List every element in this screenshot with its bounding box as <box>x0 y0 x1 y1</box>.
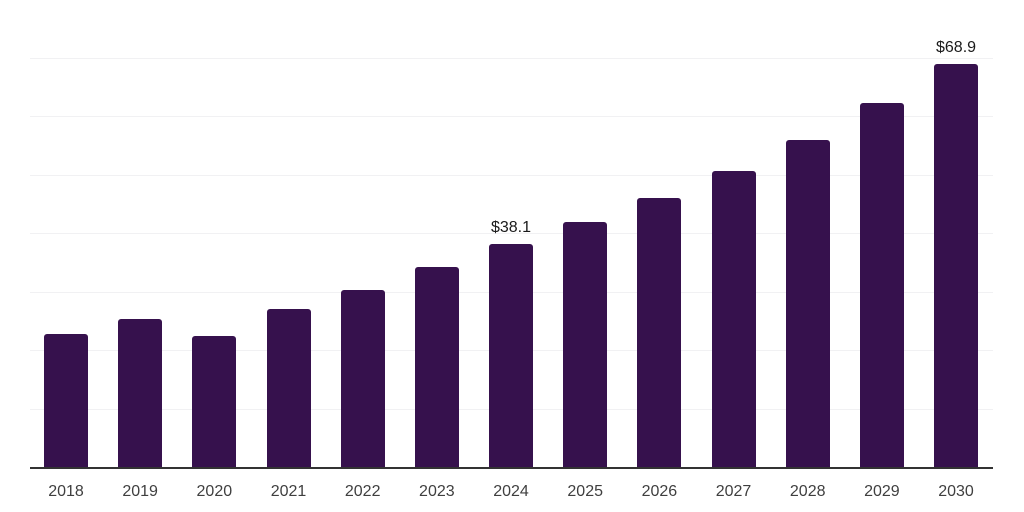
data-label-2030: $68.9 <box>936 38 977 56</box>
x-tick-2019: 2019 <box>122 483 158 500</box>
bar-2027 <box>711 171 756 467</box>
gridline-50 <box>30 174 993 176</box>
bar-2029 <box>859 103 904 467</box>
x-tick-2026: 2026 <box>641 483 678 500</box>
bar-2028 <box>785 140 830 467</box>
bar-2023 <box>414 266 459 467</box>
x-tick-2021: 2021 <box>270 483 307 500</box>
gridline-40 <box>30 233 993 234</box>
x-tick-2024: 2024 <box>493 483 529 500</box>
x-tick-2027: 2027 <box>715 483 752 500</box>
bar-2026 <box>637 197 682 467</box>
x-axis: 2018 2019 2020 2021 2022 2023 2024 2025 2026 2027… <box>30 483 993 507</box>
bar-2025 <box>563 221 608 467</box>
bar-2024 <box>489 244 534 467</box>
x-tick-2028: 2028 <box>789 483 826 500</box>
x-tick-2030: 2030 <box>938 483 974 500</box>
x-tick-2022: 2022 <box>344 483 381 500</box>
x-tick-2018: 2018 <box>48 483 84 500</box>
bar-2030 <box>934 63 979 467</box>
x-tick-2020: 2020 <box>196 483 233 500</box>
data-label-2024: $38.1 <box>490 219 532 237</box>
bar-2019 <box>118 319 163 467</box>
bar-2021 <box>266 309 311 467</box>
plot-area: $38.1 $68.9 <box>30 1 993 469</box>
gridline-60 <box>30 116 993 117</box>
gridline-70 <box>30 57 993 59</box>
x-tick-2029: 2029 <box>864 483 900 500</box>
bar-2022 <box>340 289 385 467</box>
bar-2018 <box>44 333 88 467</box>
x-tick-2023: 2023 <box>419 483 455 500</box>
bar-2020 <box>192 335 237 467</box>
x-tick-2025: 2025 <box>567 483 603 500</box>
